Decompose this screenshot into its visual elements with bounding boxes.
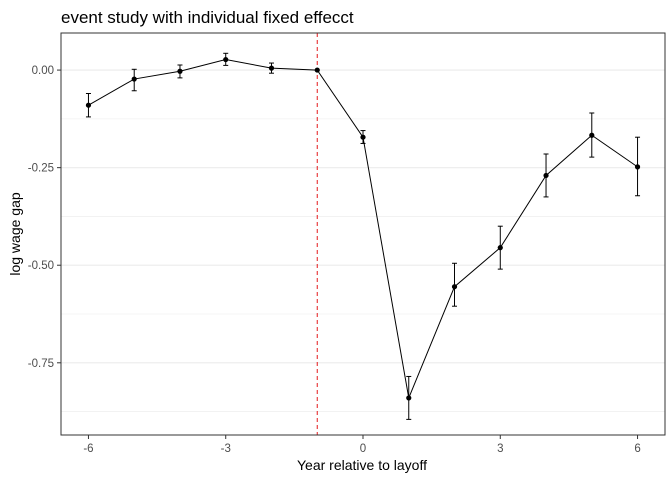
data-point [131, 76, 137, 82]
y-tick-label: -0.75 [28, 358, 54, 370]
data-layer [85, 52, 641, 420]
data-point [223, 56, 229, 63]
series-line [88, 59, 638, 400]
chart-title: event study with individual fixed effecc… [61, 8, 354, 27]
panel-border [60, 32, 666, 436]
x-tick-label: 3 [497, 443, 503, 455]
data-point [543, 172, 549, 179]
data-point [497, 245, 503, 251]
y-tick-label: -0.25 [28, 163, 54, 175]
y-axis-title: log wage gap [7, 192, 23, 276]
y-tick-label: 0.00 [32, 65, 54, 77]
x-tick-label: 0 [360, 443, 366, 455]
data-point [268, 65, 275, 71]
data-point [406, 395, 412, 401]
data-point [634, 164, 641, 170]
data-point [314, 67, 320, 73]
axis-layer: 0.00 -0.25 -0.50 -0.75 -6 -3 0 3 6 [28, 65, 641, 455]
x-tick-label: -3 [221, 443, 231, 455]
x-axis-title: Year relative to layoff [297, 457, 427, 473]
x-tick-label: 6 [634, 443, 640, 455]
data-point [451, 284, 458, 290]
data-point [360, 134, 366, 140]
grid-layer [61, 69, 665, 412]
data-point [589, 132, 595, 138]
y-tick-label: -0.50 [28, 260, 54, 272]
x-tick-label: -6 [83, 443, 93, 455]
data-point [85, 102, 92, 108]
data-point [177, 68, 183, 74]
